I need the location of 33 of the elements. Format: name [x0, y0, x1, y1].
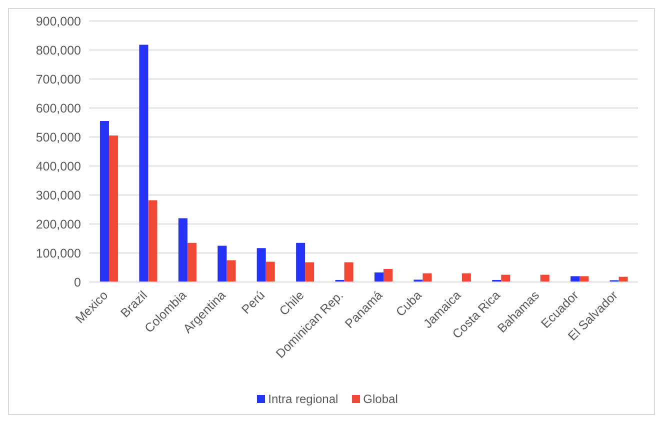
y-tick-label: 600,000: [36, 101, 82, 116]
y-tick-label: 400,000: [36, 159, 82, 174]
bar: [305, 262, 314, 282]
legend-label: Intra regional: [267, 392, 338, 406]
bar: [540, 274, 550, 282]
bar: [570, 276, 580, 282]
y-tick-label: 300,000: [36, 188, 82, 202]
y-tick-label: 0: [74, 275, 82, 290]
y-tick-label: 700,000: [36, 72, 82, 86]
bar: [344, 262, 354, 282]
bar: [218, 246, 227, 282]
bar: [100, 121, 109, 282]
bar: [580, 276, 589, 282]
bar: [148, 200, 158, 282]
y-tick-label: 500,000: [36, 130, 82, 144]
y-tick-label: 200,000: [36, 217, 82, 232]
bar: [296, 242, 306, 282]
bar: [266, 262, 275, 282]
y-tick-label: 900,000: [36, 14, 82, 28]
bar: [374, 272, 384, 282]
bar: [187, 242, 196, 282]
bar: [178, 218, 188, 282]
legend-label: Global: [362, 392, 398, 406]
bar: [422, 273, 432, 282]
bar: [139, 44, 148, 282]
bar: [501, 274, 510, 282]
bar: [256, 248, 266, 282]
bar: [462, 273, 471, 282]
y-tick-label: 800,000: [36, 43, 82, 58]
bar: [226, 260, 236, 282]
bar: [108, 136, 118, 282]
bar: [383, 268, 392, 282]
y-tick-label: 100,000: [36, 246, 82, 260]
